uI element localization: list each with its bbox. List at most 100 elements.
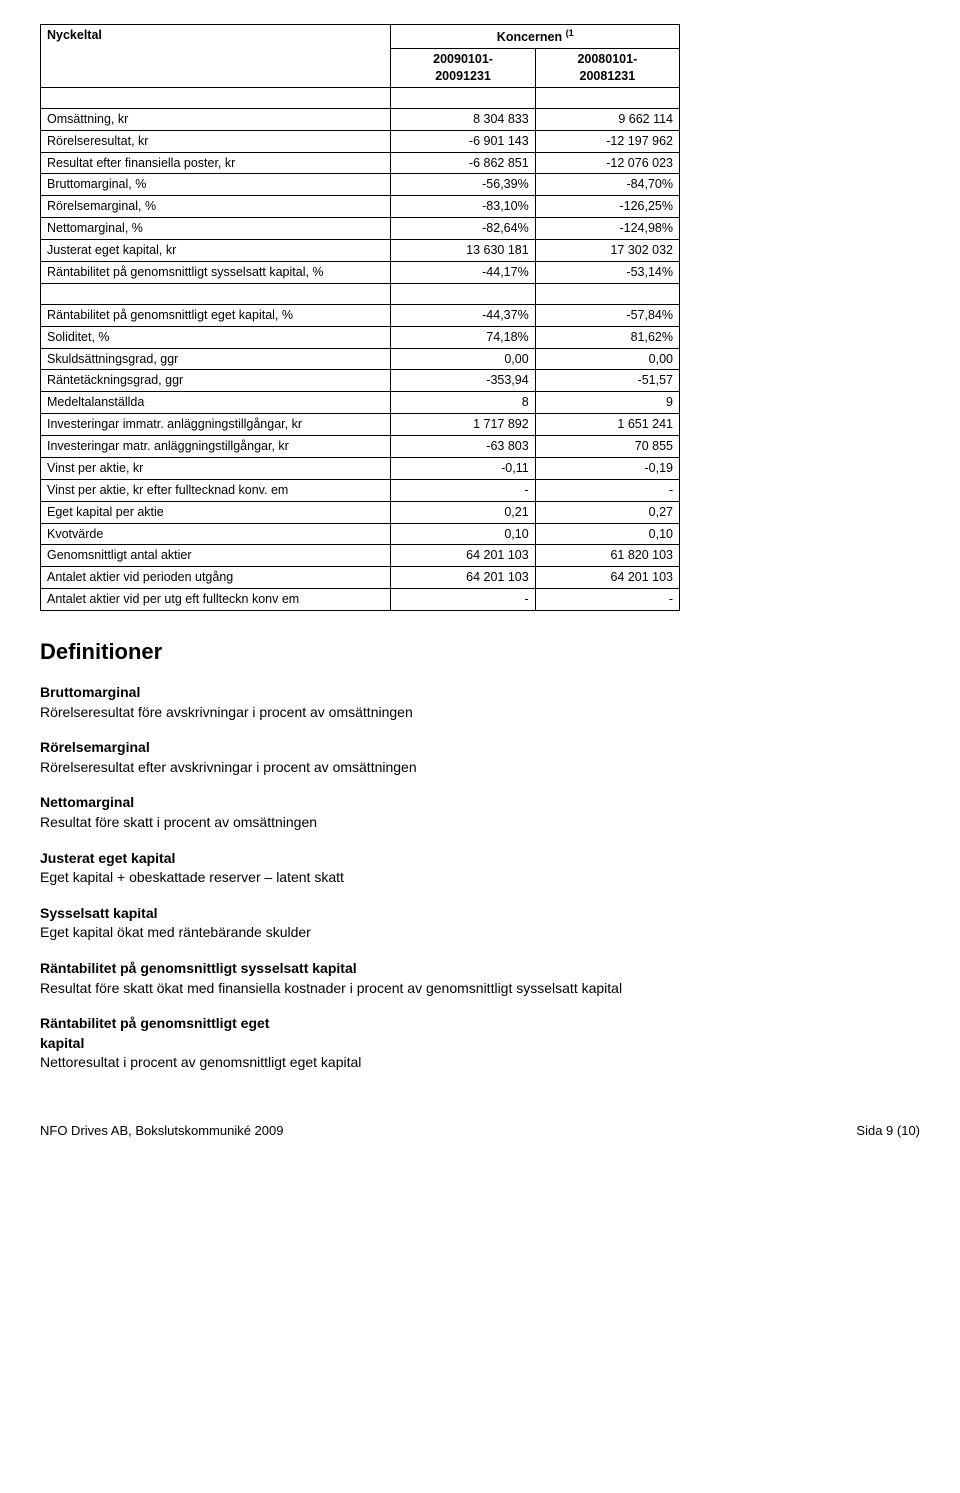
row-value-2: 61 820 103 [535,545,679,567]
row-value-1: -83,10% [391,196,535,218]
row-value-2: - [535,479,679,501]
row-value-1: 0,00 [391,348,535,370]
row-value-2: -12 197 962 [535,130,679,152]
definition-term: Räntabilitet på genomsnittligt sysselsat… [40,959,920,979]
row-value-1: -6 862 851 [391,152,535,174]
table-row: Skuldsättningsgrad, ggr0,000,00 [41,348,680,370]
table-row: Investeringar immatr. anläggningstillgån… [41,414,680,436]
row-value-2: -124,98% [535,218,679,240]
row-label: Vinst per aktie, kr efter fulltecknad ko… [41,479,391,501]
definition-term: Rörelsemarginal [40,738,920,758]
row-value-2: 9 [535,392,679,414]
row-value-1: 0,21 [391,501,535,523]
table-row: Genomsnittligt antal aktier64 201 10361 … [41,545,680,567]
row-value-1: -56,39% [391,174,535,196]
table-title-cell: Nyckeltal [41,25,391,88]
row-value-1: - [391,479,535,501]
row-label: Genomsnittligt antal aktier [41,545,391,567]
row-value-2: -57,84% [535,304,679,326]
row-label: Justerat eget kapital, kr [41,240,391,262]
group-sup: (1 [566,28,574,38]
row-label: Kvotvärde [41,523,391,545]
definition-desc: Nettoresultat i procent av genomsnittlig… [40,1053,920,1073]
row-value-2: -12 076 023 [535,152,679,174]
definition-desc: Eget kapital ökat med räntebärande skuld… [40,923,920,943]
row-value-1: -6 901 143 [391,130,535,152]
blank-row [41,283,680,304]
definition-desc: Resultat före skatt ökat med finansiella… [40,979,920,999]
nyckeltal-table: Nyckeltal Koncernen (1 20090101-20091231… [40,24,680,611]
row-value-2: -126,25% [535,196,679,218]
row-value-2: -53,14% [535,261,679,283]
row-value-1: 74,18% [391,326,535,348]
row-label: Vinst per aktie, kr [41,457,391,479]
row-value-1: -0,11 [391,457,535,479]
row-label: Rörelsemarginal, % [41,196,391,218]
definitions-title: Definitioner [40,639,920,665]
row-value-2: -84,70% [535,174,679,196]
row-value-1: 13 630 181 [391,240,535,262]
footer-right: Sida 9 (10) [856,1123,920,1138]
row-label: Medeltalanställda [41,392,391,414]
definitions-list: BruttomarginalRörelseresultat före avskr… [40,683,920,1073]
definition-block: RörelsemarginalRörelseresultat efter avs… [40,738,920,777]
table-row: Bruttomarginal, %-56,39%-84,70% [41,174,680,196]
row-value-1: 64 201 103 [391,545,535,567]
row-value-2: 64 201 103 [535,567,679,589]
definition-term: Räntabilitet på genomsnittligt egetkapit… [40,1014,920,1053]
definition-block: Sysselsatt kapitalEget kapital ökat med … [40,904,920,943]
definition-desc: Eget kapital + obeskattade reserver – la… [40,868,920,888]
row-value-2: 0,27 [535,501,679,523]
row-label: Eget kapital per aktie [41,501,391,523]
table-row: Vinst per aktie, kr-0,11-0,19 [41,457,680,479]
table-row: Räntabilitet på genomsnittligt sysselsat… [41,261,680,283]
row-value-1: 8 304 833 [391,108,535,130]
row-label: Resultat efter finansiella poster, kr [41,152,391,174]
table-row: Justerat eget kapital, kr13 630 18117 30… [41,240,680,262]
row-value-2: 81,62% [535,326,679,348]
row-value-1: 8 [391,392,535,414]
definition-term: Sysselsatt kapital [40,904,920,924]
row-value-1: 0,10 [391,523,535,545]
row-label: Rörelseresultat, kr [41,130,391,152]
definition-term: Nettomarginal [40,793,920,813]
table-row: Omsättning, kr8 304 8339 662 114 [41,108,680,130]
row-label: Räntetäckningsgrad, ggr [41,370,391,392]
row-label: Soliditet, % [41,326,391,348]
definition-block: BruttomarginalRörelseresultat före avskr… [40,683,920,722]
group-label: Koncernen [497,30,562,44]
definition-block: Räntabilitet på genomsnittligt sysselsat… [40,959,920,998]
table-row: Investeringar matr. anläggningstillgånga… [41,436,680,458]
row-value-1: -63 803 [391,436,535,458]
row-value-1: -44,17% [391,261,535,283]
table-row: Antalet aktier vid perioden utgång64 201… [41,567,680,589]
row-value-2: 0,10 [535,523,679,545]
table-row: Räntetäckningsgrad, ggr-353,94-51,57 [41,370,680,392]
row-label: Investeringar immatr. anläggningstillgån… [41,414,391,436]
table-row: Resultat efter finansiella poster, kr-6 … [41,152,680,174]
definition-block: Räntabilitet på genomsnittligt egetkapit… [40,1014,920,1073]
row-label: Skuldsättningsgrad, ggr [41,348,391,370]
row-label: Investeringar matr. anläggningstillgånga… [41,436,391,458]
row-value-1: -82,64% [391,218,535,240]
row-label: Bruttomarginal, % [41,174,391,196]
definition-term: Bruttomarginal [40,683,920,703]
row-value-1: -44,37% [391,304,535,326]
row-value-2: 70 855 [535,436,679,458]
row-value-2: 1 651 241 [535,414,679,436]
table-row: Nettomarginal, %-82,64%-124,98% [41,218,680,240]
row-label: Antalet aktier vid per utg eft fullteckn… [41,589,391,611]
row-value-2: 9 662 114 [535,108,679,130]
row-value-1: - [391,589,535,611]
definition-desc: Resultat före skatt i procent av omsättn… [40,813,920,833]
blank-row [41,87,680,108]
definition-block: Justerat eget kapitalEget kapital + obes… [40,849,920,888]
row-value-1: -353,94 [391,370,535,392]
row-value-1: 64 201 103 [391,567,535,589]
row-label: Räntabilitet på genomsnittligt eget kapi… [41,304,391,326]
table-row: Kvotvärde0,100,10 [41,523,680,545]
row-value-2: 0,00 [535,348,679,370]
table-row: Vinst per aktie, kr efter fulltecknad ko… [41,479,680,501]
table-row: Soliditet, %74,18%81,62% [41,326,680,348]
table-row: Eget kapital per aktie0,210,27 [41,501,680,523]
